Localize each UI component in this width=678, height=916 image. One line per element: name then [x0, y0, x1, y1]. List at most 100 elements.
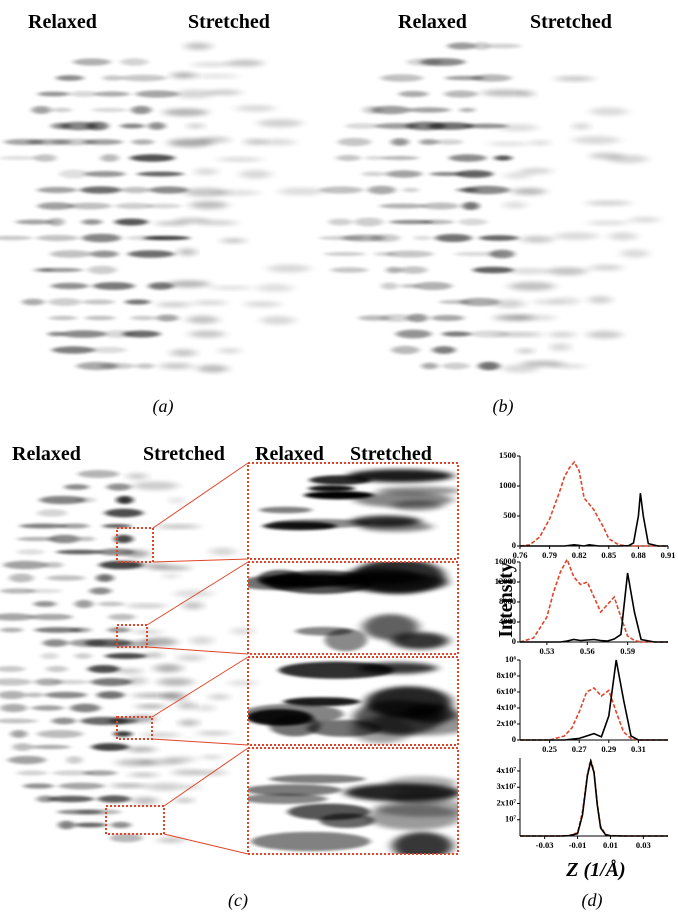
spot	[261, 138, 296, 146]
spot	[52, 138, 97, 146]
spot	[389, 219, 434, 225]
spot	[128, 772, 159, 777]
zoom-frame	[247, 462, 459, 560]
y-tick-label: 3x10⁷	[496, 781, 516, 791]
spot	[108, 613, 136, 621]
spot	[48, 298, 82, 306]
spot	[127, 250, 175, 258]
spot	[23, 783, 54, 789]
spot	[124, 549, 150, 558]
panel-label: Relaxed	[28, 11, 97, 33]
y-tick-label: 4000	[499, 616, 516, 626]
zoom-source	[116, 624, 148, 648]
spot	[459, 107, 476, 113]
spot	[361, 171, 387, 177]
spot	[15, 219, 54, 225]
spot	[114, 534, 134, 544]
spot	[385, 250, 434, 258]
spot	[402, 187, 420, 193]
spot	[184, 42, 212, 51]
spot	[421, 362, 438, 370]
spot	[52, 770, 94, 776]
spot	[519, 90, 536, 98]
spot	[120, 74, 167, 82]
spot	[73, 822, 107, 828]
zoom-link	[163, 833, 249, 855]
zoom-content	[259, 469, 458, 532]
x-tick-label: 0.53	[539, 646, 554, 656]
spot	[351, 715, 413, 744]
spot	[462, 185, 510, 195]
spot	[126, 603, 168, 608]
spot	[239, 169, 272, 179]
spot	[529, 140, 551, 146]
spot	[133, 481, 179, 491]
spot	[213, 189, 261, 196]
spot	[572, 135, 620, 145]
spot	[472, 41, 490, 51]
spot	[163, 108, 209, 117]
spot	[114, 218, 149, 226]
spot	[120, 58, 149, 66]
spot	[192, 300, 228, 306]
spot	[220, 238, 246, 244]
spot	[90, 250, 119, 258]
spot	[478, 361, 500, 371]
spot	[248, 703, 344, 725]
spot	[178, 248, 197, 256]
spot	[9, 573, 34, 583]
spot	[0, 703, 28, 713]
y-tick-label: 8000	[499, 596, 516, 606]
spot	[40, 652, 59, 660]
plot: 0 500 1000 1500 0.76 0.79 0.82 0.85 0.88 0.91	[499, 450, 675, 560]
spot	[479, 235, 519, 241]
spot	[90, 346, 127, 354]
spot	[7, 755, 47, 765]
spot	[70, 90, 98, 98]
spot	[319, 186, 364, 194]
spot	[58, 820, 75, 830]
spot	[350, 515, 422, 527]
spot	[347, 469, 454, 483]
spot	[156, 314, 179, 322]
spot	[70, 703, 101, 713]
spot	[173, 589, 214, 598]
spot	[609, 232, 637, 241]
spot	[431, 314, 465, 322]
spot	[126, 746, 156, 753]
spot	[0, 235, 33, 241]
spot	[51, 107, 73, 113]
x-tick-label: 0.79	[542, 550, 557, 560]
spot	[102, 75, 124, 81]
spot	[547, 267, 588, 276]
y-tick-label: 4x10⁶	[496, 702, 516, 712]
spot	[47, 217, 65, 227]
spot	[83, 770, 118, 776]
spot	[550, 342, 571, 352]
x-tick-label: 0.29	[601, 744, 616, 754]
spot	[521, 235, 554, 243]
x-tick-label: 0.31	[631, 744, 646, 754]
zoom-link	[151, 656, 249, 718]
spot	[31, 705, 64, 711]
y-tick-label: 2x10⁷	[496, 797, 516, 807]
spot	[469, 330, 510, 338]
spot	[90, 678, 133, 686]
spot	[231, 627, 255, 635]
caption: (c)	[228, 890, 248, 911]
spot	[116, 495, 134, 505]
spot	[36, 186, 78, 194]
spot	[87, 664, 120, 674]
spot	[227, 680, 258, 686]
spot	[140, 732, 181, 738]
spot	[70, 627, 92, 633]
spot	[472, 266, 514, 274]
x-tick-label: 0.91	[661, 550, 676, 560]
spot	[335, 154, 361, 162]
spot	[554, 232, 599, 240]
spot	[257, 119, 303, 128]
x-tick-label: 0.88	[631, 550, 646, 560]
line-series	[519, 557, 668, 643]
y-axis-label: Intensity	[495, 562, 517, 638]
